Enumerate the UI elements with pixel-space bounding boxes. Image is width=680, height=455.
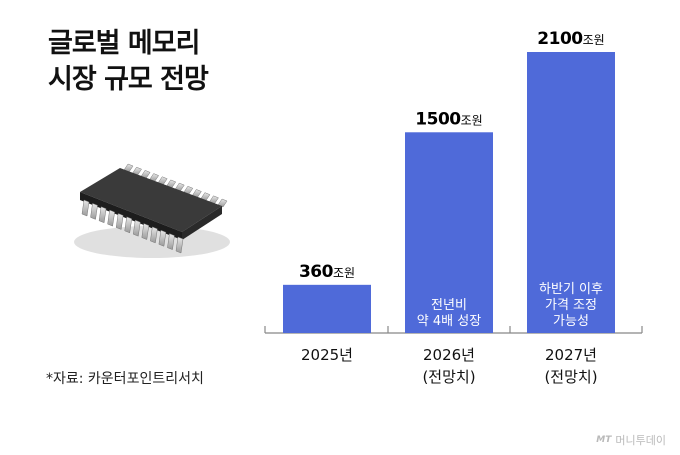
bar [405, 132, 493, 333]
chip-pin [141, 223, 150, 240]
chip-pin [98, 206, 107, 224]
value-label-unit: 조원 [583, 33, 605, 47]
value-label: 360조원 [299, 262, 355, 282]
bar-annotation: 하반기 이후 [539, 282, 603, 297]
watermark: MT 머니투데이 [596, 432, 666, 448]
value-label-unit: 조원 [333, 266, 355, 280]
chip-pin [158, 229, 167, 247]
chip-pin [175, 236, 184, 254]
category-label: 2027년 [545, 346, 597, 364]
value-label: 1500조원 [415, 109, 482, 129]
bar [283, 284, 371, 333]
bar-annotation: 전년비 [431, 298, 467, 313]
chip-pin [107, 209, 115, 227]
source-note: *자료: 카운터포인트리서치 [46, 371, 204, 387]
value-label-number: 360 [299, 262, 334, 282]
chip-pin [115, 213, 124, 230]
value-label-unit: 조원 [461, 113, 483, 127]
chart-title: 글로벌 메모리 시장 규모 전망 [48, 26, 209, 98]
bar-annotation: 가능성 [553, 314, 589, 329]
chip-pin [150, 226, 158, 244]
category-label: 2025년 [301, 346, 353, 364]
watermark-text: 머니투데이 [615, 434, 666, 447]
chip-pin [90, 203, 98, 220]
watermark-brand: MT [596, 435, 612, 445]
chip-pin [132, 219, 141, 237]
value-label-number: 1500 [415, 109, 461, 129]
chart-title-line-2: 시장 규모 전망 [48, 64, 209, 95]
memory-chip-icon [74, 163, 230, 258]
bar-annotation: 가격 조정 [545, 298, 597, 313]
category-label: (전망치) [422, 368, 475, 386]
value-label: 2100조원 [537, 29, 604, 49]
chip-pin [167, 233, 175, 250]
value-label-number: 2100 [537, 29, 583, 49]
chip-pin [81, 199, 90, 217]
bar [527, 52, 615, 333]
category-label: (전망치) [544, 368, 597, 386]
category-label: 2026년 [423, 346, 475, 364]
chart-title-line-1: 글로벌 메모리 [48, 28, 200, 59]
bar-annotation: 약 4배 성장 [417, 314, 481, 329]
chip-pin [124, 216, 133, 234]
